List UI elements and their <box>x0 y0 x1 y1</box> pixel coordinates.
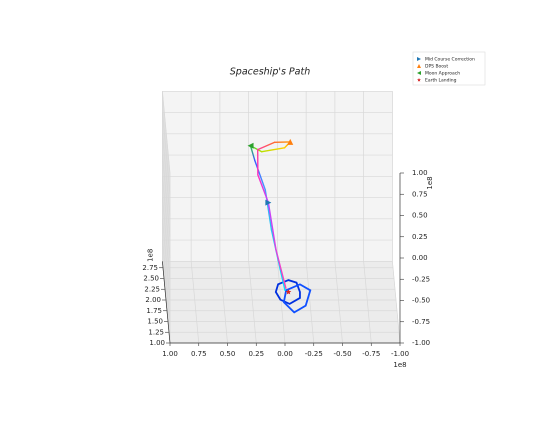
x-offset: 1e8 <box>393 361 406 369</box>
grid-line <box>162 176 171 259</box>
x-tick-label: 0.50 <box>220 350 236 358</box>
z-tick-label: 0.00 <box>412 254 428 262</box>
event-marker <box>265 199 272 206</box>
grid-line <box>162 240 171 322</box>
z-tick-label: 1.00 <box>412 169 428 177</box>
grid-line <box>248 261 257 344</box>
grid-line <box>162 197 171 280</box>
grid-line <box>162 155 171 237</box>
z-tick-label: -0.75 <box>412 318 430 326</box>
x-tick-label: 0.00 <box>277 350 293 358</box>
trajectory-segment <box>275 248 287 289</box>
legend-marker <box>417 71 421 75</box>
grid-line <box>190 261 200 344</box>
legend-marker <box>417 78 421 82</box>
grid-line <box>305 261 315 344</box>
z-tick-label: -0.50 <box>412 297 430 305</box>
trajectory-segment <box>257 174 270 204</box>
y-tick-label: 2.75 <box>142 264 158 272</box>
grid-line <box>162 133 171 216</box>
x-tick-label: -0.75 <box>362 350 380 358</box>
grid-line <box>162 91 171 174</box>
y-tick-label: 2.50 <box>143 275 159 283</box>
earth-orbit <box>274 279 301 305</box>
grid-line <box>162 218 171 301</box>
trajectory-segment <box>257 141 276 151</box>
x-tick-label: 1.00 <box>162 350 178 358</box>
z-tick-label: -1.00 <box>412 339 430 347</box>
grid-line <box>334 261 343 344</box>
y-offset: 1e8 <box>146 249 154 262</box>
y-tick-label: 1.50 <box>147 318 163 326</box>
z-tick-label: 0.50 <box>412 212 428 220</box>
grid-line <box>277 261 286 344</box>
legend-marker <box>417 57 421 61</box>
event-marker <box>285 289 292 295</box>
legend-label: Earth Landing <box>425 78 457 84</box>
x-tick-label: 0.75 <box>191 350 207 358</box>
y-tick-label: 2.25 <box>144 285 160 293</box>
trajectory-segment <box>267 201 277 251</box>
earth-orbit <box>282 283 312 314</box>
x-tick-label: -0.50 <box>333 350 351 358</box>
y-tick-label: 2.00 <box>145 296 161 304</box>
x-tick-label: 0.25 <box>248 350 264 358</box>
legend <box>412 51 486 86</box>
legend-label: Moon Approach <box>425 71 460 77</box>
grid-line <box>363 261 372 344</box>
legend-label: Mid Course Correction <box>425 57 475 63</box>
x-tick-label: -1.00 <box>391 350 409 358</box>
grid-line <box>162 112 171 195</box>
y-tick-label: 1.75 <box>146 307 162 315</box>
trajectory-segment <box>254 159 266 191</box>
x-tick-label: -0.25 <box>305 350 323 358</box>
z-tick-label: 0.25 <box>412 233 428 241</box>
legend-marker <box>417 64 421 68</box>
z-tick-label: -0.25 <box>412 275 430 283</box>
y-tick-label: 1.00 <box>149 339 165 347</box>
event-marker <box>247 142 254 149</box>
trajectory-segment <box>261 147 286 153</box>
z-tick-label: 0.75 <box>412 190 428 198</box>
legend-label: DPS Boost <box>425 64 448 70</box>
grid-line <box>219 261 228 344</box>
trajectory-segment <box>279 268 286 291</box>
y-tick-label: 1.25 <box>148 328 164 336</box>
grid-line <box>392 261 401 344</box>
event-marker <box>287 138 294 145</box>
chart-title: Spaceship's Path <box>230 67 310 78</box>
axis-line <box>162 261 171 344</box>
z-offset: 1e8 <box>426 176 434 189</box>
trajectory-segment <box>249 145 256 162</box>
